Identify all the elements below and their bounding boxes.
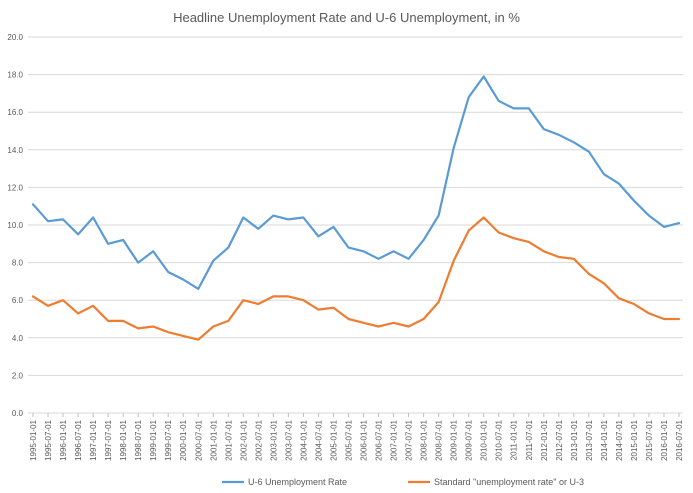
y-tick-label: 18.0	[7, 71, 23, 80]
x-tick-label: 2005-07-01	[344, 419, 353, 460]
y-tick-label: 0.0	[12, 409, 24, 418]
x-tick-label: 2006-07-01	[375, 419, 384, 460]
x-tick-label: 2003-07-01	[284, 419, 293, 460]
x-tick-label: 1998-07-01	[134, 419, 143, 460]
x-tick-label: 1999-07-01	[164, 419, 173, 460]
x-tick-label: 2016-07-01	[675, 419, 684, 460]
x-tick-label: 2002-07-01	[254, 419, 263, 460]
x-tick-label: 1995-07-01	[44, 419, 53, 460]
x-tick-label: 2010-07-01	[495, 419, 504, 460]
legend-label: Standard "unemployment rate" or U-3	[434, 477, 584, 487]
x-tick-label: 2010-01-01	[480, 419, 489, 460]
y-tick-label: 12.0	[7, 183, 23, 192]
x-tick-label: 2014-07-01	[615, 419, 624, 460]
x-tick-label: 1997-07-01	[104, 419, 113, 460]
series-lines	[31, 75, 681, 341]
x-tick-label: 2016-01-01	[660, 419, 669, 460]
x-tick-label: 2000-01-01	[179, 419, 188, 460]
y-tick-label: 20.0	[7, 33, 23, 42]
x-tick-label: 2002-01-01	[239, 419, 248, 460]
y-tick-label: 10.0	[7, 221, 23, 230]
x-tick-label: 1999-01-01	[149, 419, 158, 460]
x-tick-label: 2008-01-01	[420, 419, 429, 460]
x-tick-label: 1997-01-01	[89, 419, 98, 460]
y-tick-label: 8.0	[12, 259, 24, 268]
x-tick-label: 2006-01-01	[360, 419, 369, 460]
x-tick-label: 2008-07-01	[435, 419, 444, 460]
legend: U-6 Unemployment Rate Standard "unemploym…	[222, 477, 584, 487]
x-tick-label: 1996-01-01	[59, 419, 68, 460]
y-tick-label: 16.0	[7, 108, 23, 117]
x-tick-label: 2007-07-01	[405, 419, 414, 460]
x-tick-label: 1995-01-01	[29, 419, 38, 460]
x-tick-label: 2012-07-01	[555, 419, 564, 460]
x-tick-label: 2004-01-01	[299, 419, 308, 460]
x-tick-label: 1996-07-01	[74, 419, 83, 460]
x-tick-label: 2011-01-01	[510, 419, 519, 460]
y-tick-label: 4.0	[12, 334, 24, 343]
x-tick-label: 2015-01-01	[630, 419, 639, 460]
x-tick-label: 2003-01-01	[269, 419, 278, 460]
legend-label: U-6 Unemployment Rate	[248, 477, 347, 487]
x-tick-label: 2009-07-01	[465, 419, 474, 460]
x-tick-label: 2011-07-01	[525, 419, 534, 460]
x-tick-label: 2001-07-01	[224, 419, 233, 460]
x-tick-label: 2007-01-01	[390, 419, 399, 460]
x-tick-label: 2001-01-01	[209, 419, 218, 460]
x-tick-label: 2013-07-01	[585, 419, 594, 460]
x-tick-label: 2000-07-01	[194, 419, 203, 460]
x-tick-label: 2013-01-01	[570, 419, 579, 460]
x-tick-label: 2009-01-01	[450, 419, 459, 460]
series-line-0	[31, 75, 681, 290]
series-line-1	[31, 216, 681, 341]
y-axis: 0.0 2.0 4.0 6.0 8.0 10.0 12.0 14.0 16.0 18.0 20.0	[7, 33, 23, 418]
chart-title: Headline Unemployment Rate and U-6 Unemp…	[173, 10, 520, 25]
x-axis: 1995-01-01 1995-07-01 1996-01-01 1996-07-01…	[29, 413, 684, 461]
x-tick-label: 2014-01-01	[600, 419, 609, 460]
x-tick-label: 1998-01-01	[119, 419, 128, 460]
x-tick-label: 2015-07-01	[645, 419, 654, 460]
x-tick-label: 2012-01-01	[540, 419, 549, 460]
y-tick-label: 2.0	[12, 371, 24, 380]
y-tick-label: 14.0	[7, 146, 23, 155]
x-tick-label: 2004-07-01	[314, 419, 323, 460]
y-tick-label: 6.0	[12, 296, 24, 305]
gridlines	[28, 36, 683, 414]
x-tick-label: 2005-01-01	[329, 419, 338, 460]
